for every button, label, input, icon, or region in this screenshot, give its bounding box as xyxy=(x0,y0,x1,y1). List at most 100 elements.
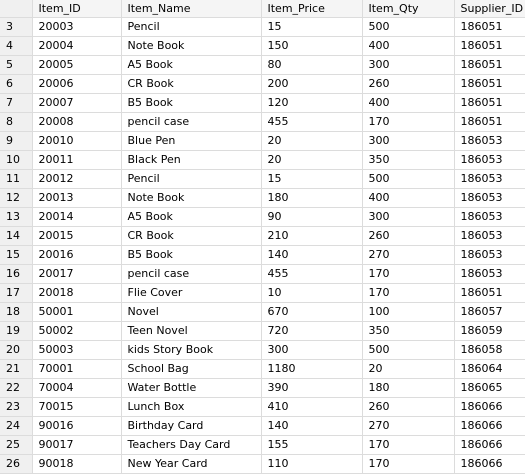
item-price-cell[interactable]: 20 xyxy=(261,150,363,170)
supplier-id-cell[interactable]: 186051 xyxy=(454,17,525,37)
item-price-cell[interactable]: 80 xyxy=(261,55,363,75)
table-row[interactable]: 18 50001 Novel 670 100 186057 xyxy=(0,302,525,322)
item-name-cell[interactable]: Black Pen xyxy=(121,150,262,170)
supplier-id-cell[interactable]: 186066 xyxy=(454,416,525,436)
item-qty-cell[interactable]: 350 xyxy=(362,321,455,341)
supplier-id-cell[interactable]: 186053 xyxy=(454,264,525,284)
supplier-id-cell[interactable]: 186066 xyxy=(454,435,525,455)
item-id-cell[interactable]: 70015 xyxy=(32,397,122,417)
item-id-cell[interactable]: 50003 xyxy=(32,340,122,360)
item-qty-cell[interactable]: 400 xyxy=(362,36,455,56)
supplier-id-cell[interactable]: 186053 xyxy=(454,188,525,208)
column-header-item-qty[interactable]: Item_Qty xyxy=(362,0,455,18)
item-name-cell[interactable]: CR Book xyxy=(121,226,262,246)
item-name-cell[interactable]: Note Book xyxy=(121,188,262,208)
table-row[interactable]: 15 20016 B5 Book 140 270 186053 xyxy=(0,245,525,265)
table-row[interactable]: 14 20015 CR Book 210 260 186053 xyxy=(0,226,525,246)
item-qty-cell[interactable]: 260 xyxy=(362,226,455,246)
supplier-id-cell[interactable]: 186053 xyxy=(454,226,525,246)
item-name-cell[interactable]: Note Book xyxy=(121,36,262,56)
item-qty-cell[interactable]: 260 xyxy=(362,74,455,94)
table-row[interactable]: 26 90018 New Year Card 110 170 186066 xyxy=(0,454,525,474)
item-id-cell[interactable]: 20015 xyxy=(32,226,122,246)
item-qty-cell[interactable]: 170 xyxy=(362,264,455,284)
supplier-id-cell[interactable]: 186053 xyxy=(454,150,525,170)
item-name-cell[interactable]: New Year Card xyxy=(121,454,262,474)
item-qty-cell[interactable]: 170 xyxy=(362,283,455,303)
item-name-cell[interactable]: Teen Novel xyxy=(121,321,262,341)
supplier-id-cell[interactable]: 186059 xyxy=(454,321,525,341)
table-row[interactable]: 25 90017 Teachers Day Card 155 170 186066 xyxy=(0,435,525,455)
item-price-cell[interactable]: 140 xyxy=(261,416,363,436)
item-price-cell[interactable]: 210 xyxy=(261,226,363,246)
row-number[interactable]: 21 xyxy=(0,359,33,379)
item-name-cell[interactable]: Water Bottle xyxy=(121,378,262,398)
item-price-cell[interactable]: 15 xyxy=(261,17,363,37)
item-name-cell[interactable]: Flie Cover xyxy=(121,283,262,303)
table-row[interactable]: 6 20006 CR Book 200 260 186051 xyxy=(0,74,525,94)
item-qty-cell[interactable]: 100 xyxy=(362,302,455,322)
table-row[interactable]: 9 20010 Blue Pen 20 300 186053 xyxy=(0,131,525,151)
table-row[interactable]: 24 90016 Birthday Card 140 270 186066 xyxy=(0,416,525,436)
table-row[interactable]: 8 20008 pencil case 455 170 186051 xyxy=(0,112,525,132)
supplier-id-cell[interactable]: 186057 xyxy=(454,302,525,322)
item-id-cell[interactable]: 20005 xyxy=(32,55,122,75)
item-price-cell[interactable]: 410 xyxy=(261,397,363,417)
row-number[interactable]: 10 xyxy=(0,150,33,170)
item-name-cell[interactable]: Teachers Day Card xyxy=(121,435,262,455)
item-price-cell[interactable]: 155 xyxy=(261,435,363,455)
item-qty-cell[interactable]: 20 xyxy=(362,359,455,379)
row-number[interactable]: 26 xyxy=(0,454,33,474)
table-row[interactable]: 3 20003 Pencil 15 500 186051 xyxy=(0,17,525,37)
item-price-cell[interactable]: 90 xyxy=(261,207,363,227)
table-row[interactable]: 4 20004 Note Book 150 400 186051 xyxy=(0,36,525,56)
item-name-cell[interactable]: CR Book xyxy=(121,74,262,94)
row-number[interactable]: 18 xyxy=(0,302,33,322)
item-qty-cell[interactable]: 170 xyxy=(362,112,455,132)
supplier-id-cell[interactable]: 186064 xyxy=(454,359,525,379)
supplier-id-cell[interactable]: 186053 xyxy=(454,169,525,189)
item-price-cell[interactable]: 15 xyxy=(261,169,363,189)
supplier-id-cell[interactable]: 186051 xyxy=(454,74,525,94)
supplier-id-cell[interactable]: 186051 xyxy=(454,283,525,303)
table-row[interactable]: 20 50003 kids Story Book 300 500 186058 xyxy=(0,340,525,360)
item-id-cell[interactable]: 90016 xyxy=(32,416,122,436)
supplier-id-cell[interactable]: 186051 xyxy=(454,55,525,75)
table-row[interactable]: 5 20005 A5 Book 80 300 186051 xyxy=(0,55,525,75)
row-number[interactable]: 7 xyxy=(0,93,33,113)
item-price-cell[interactable]: 150 xyxy=(261,36,363,56)
row-number[interactable]: 22 xyxy=(0,378,33,398)
item-id-cell[interactable]: 20017 xyxy=(32,264,122,284)
row-number[interactable]: 17 xyxy=(0,283,33,303)
item-id-cell[interactable]: 90017 xyxy=(32,435,122,455)
item-id-cell[interactable]: 20006 xyxy=(32,74,122,94)
item-qty-cell[interactable]: 300 xyxy=(362,131,455,151)
item-id-cell[interactable]: 50002 xyxy=(32,321,122,341)
item-name-cell[interactable]: School Bag xyxy=(121,359,262,379)
item-price-cell[interactable]: 455 xyxy=(261,264,363,284)
item-price-cell[interactable]: 1180 xyxy=(261,359,363,379)
column-header-item-price[interactable]: Item_Price xyxy=(261,0,363,18)
item-qty-cell[interactable]: 270 xyxy=(362,245,455,265)
row-number[interactable]: 19 xyxy=(0,321,33,341)
item-price-cell[interactable]: 180 xyxy=(261,188,363,208)
item-qty-cell[interactable]: 260 xyxy=(362,397,455,417)
supplier-id-cell[interactable]: 186053 xyxy=(454,245,525,265)
row-number[interactable]: 24 xyxy=(0,416,33,436)
item-name-cell[interactable]: A5 Book xyxy=(121,55,262,75)
item-price-cell[interactable]: 110 xyxy=(261,454,363,474)
item-qty-cell[interactable]: 270 xyxy=(362,416,455,436)
supplier-id-cell[interactable]: 186051 xyxy=(454,93,525,113)
item-id-cell[interactable]: 20018 xyxy=(32,283,122,303)
item-qty-cell[interactable]: 300 xyxy=(362,207,455,227)
item-id-cell[interactable]: 70004 xyxy=(32,378,122,398)
supplier-id-cell[interactable]: 186066 xyxy=(454,454,525,474)
item-id-cell[interactable]: 20011 xyxy=(32,150,122,170)
item-name-cell[interactable]: B5 Book xyxy=(121,93,262,113)
column-header-item-name[interactable]: Item_Name xyxy=(121,0,262,18)
row-number[interactable]: 13 xyxy=(0,207,33,227)
item-id-cell[interactable]: 20012 xyxy=(32,169,122,189)
row-number[interactable]: 12 xyxy=(0,188,33,208)
supplier-id-cell[interactable]: 186066 xyxy=(454,397,525,417)
item-id-cell[interactable]: 20010 xyxy=(32,131,122,151)
